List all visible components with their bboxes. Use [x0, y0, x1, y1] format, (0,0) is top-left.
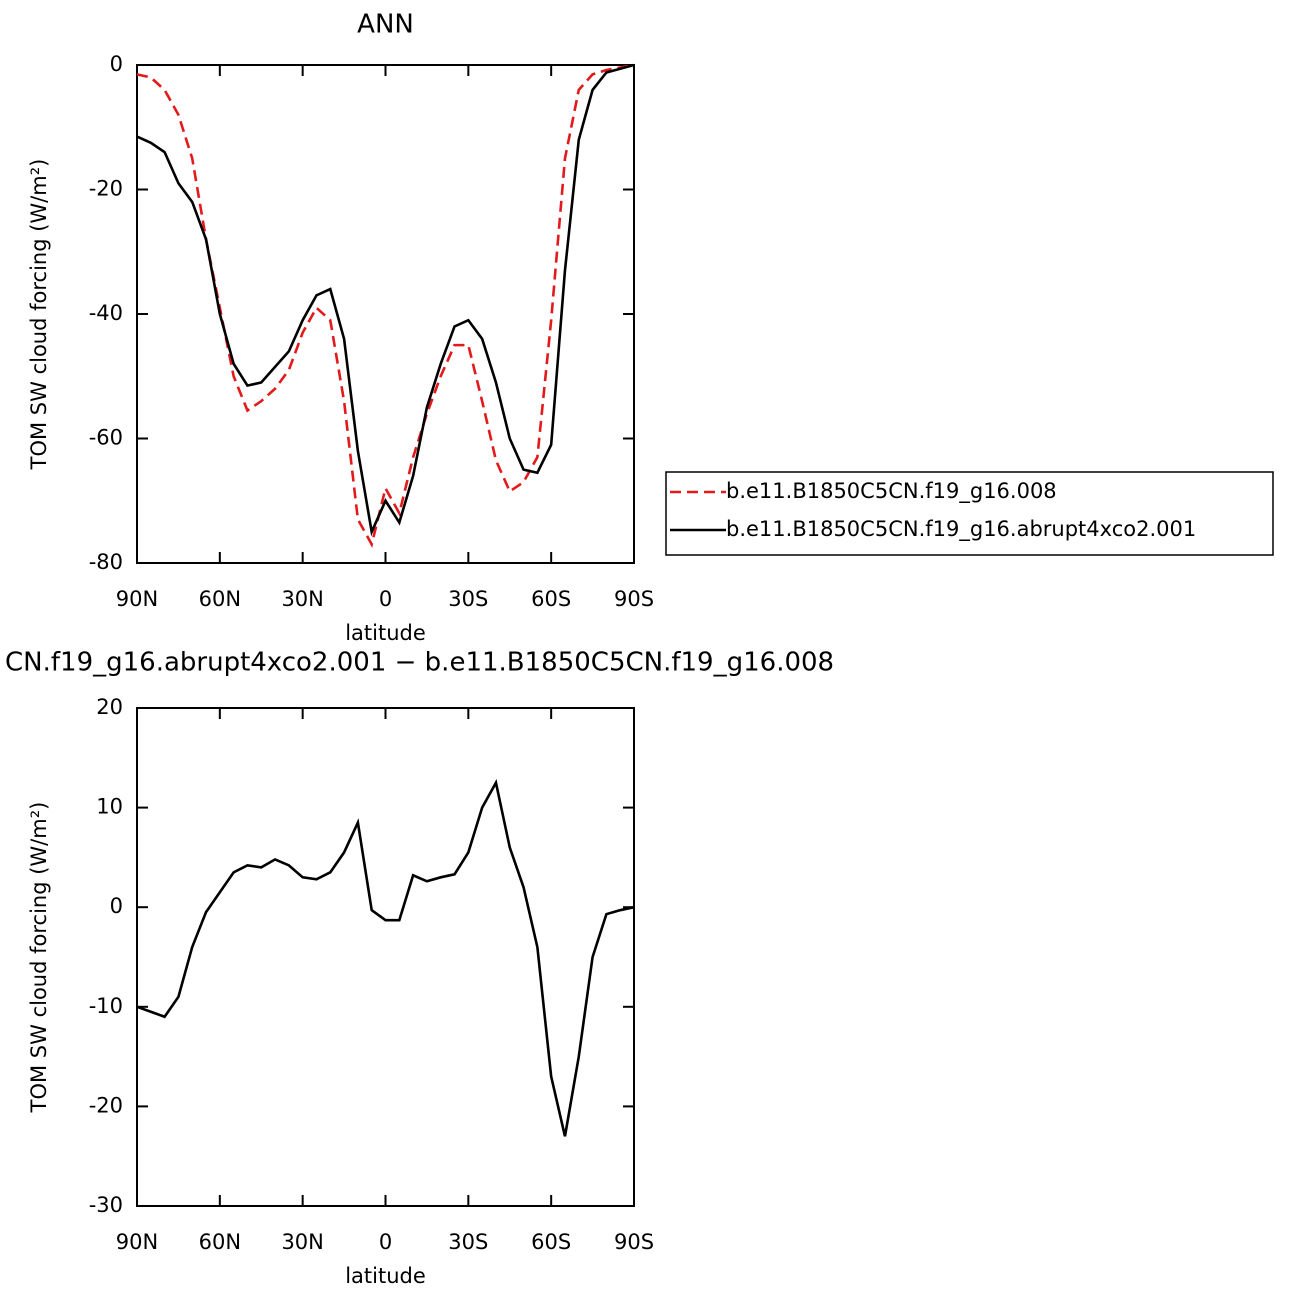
x-tick-label: 30S — [448, 1230, 488, 1254]
x-tick-label: 30N — [281, 587, 323, 611]
x-axis-label: latitude — [345, 1264, 426, 1288]
y-tick-label: 10 — [96, 795, 123, 819]
x-tick-label: 60S — [531, 1230, 571, 1254]
y-tick-label: 20 — [96, 695, 123, 719]
legend-label: b.e11.B1850C5CN.f19_g16.abrupt4xco2.001 — [726, 517, 1196, 542]
y-tick-label: -40 — [89, 301, 123, 325]
x-tick-label: 90N — [116, 1230, 158, 1254]
y-tick-label: -20 — [89, 1093, 123, 1117]
legend-label: b.e11.B1850C5CN.f19_g16.008 — [726, 479, 1057, 504]
x-tick-label: 30S — [448, 587, 488, 611]
y-tick-label: -60 — [89, 426, 123, 450]
plot-frame — [136, 707, 635, 1207]
y-tick-label: -10 — [89, 994, 123, 1018]
data-line — [136, 63, 635, 537]
data-line — [136, 779, 635, 1137]
y-tick-label: 0 — [110, 894, 123, 918]
plot-frame — [136, 64, 635, 564]
legend-box — [665, 471, 1274, 556]
x-tick-label: 60N — [199, 587, 241, 611]
y-tick-label: 0 — [110, 52, 123, 76]
y-tick-label: -80 — [89, 550, 123, 574]
y-tick-label: -30 — [89, 1193, 123, 1217]
data-line — [136, 63, 635, 548]
chart-title: ANN — [357, 10, 414, 40]
x-tick-label: 0 — [379, 587, 392, 611]
x-tick-label: 90N — [116, 587, 158, 611]
x-tick-label: 60N — [199, 1230, 241, 1254]
x-tick-label: 0 — [379, 1230, 392, 1254]
x-tick-label: 90S — [614, 1230, 654, 1254]
x-tick-label: 60S — [531, 587, 571, 611]
x-tick-label: 90S — [614, 587, 654, 611]
x-axis-label: latitude — [345, 621, 426, 645]
y-axis-label: TOM SW cloud forcing (W/m²) — [27, 802, 51, 1114]
x-tick-label: 30N — [281, 1230, 323, 1254]
y-tick-label: -20 — [89, 177, 123, 201]
y-axis-label: TOM SW cloud forcing (W/m²) — [27, 159, 51, 471]
chart-title: CN.f19_g16.abrupt4xco2.001 − b.e11.B1850… — [5, 648, 834, 678]
